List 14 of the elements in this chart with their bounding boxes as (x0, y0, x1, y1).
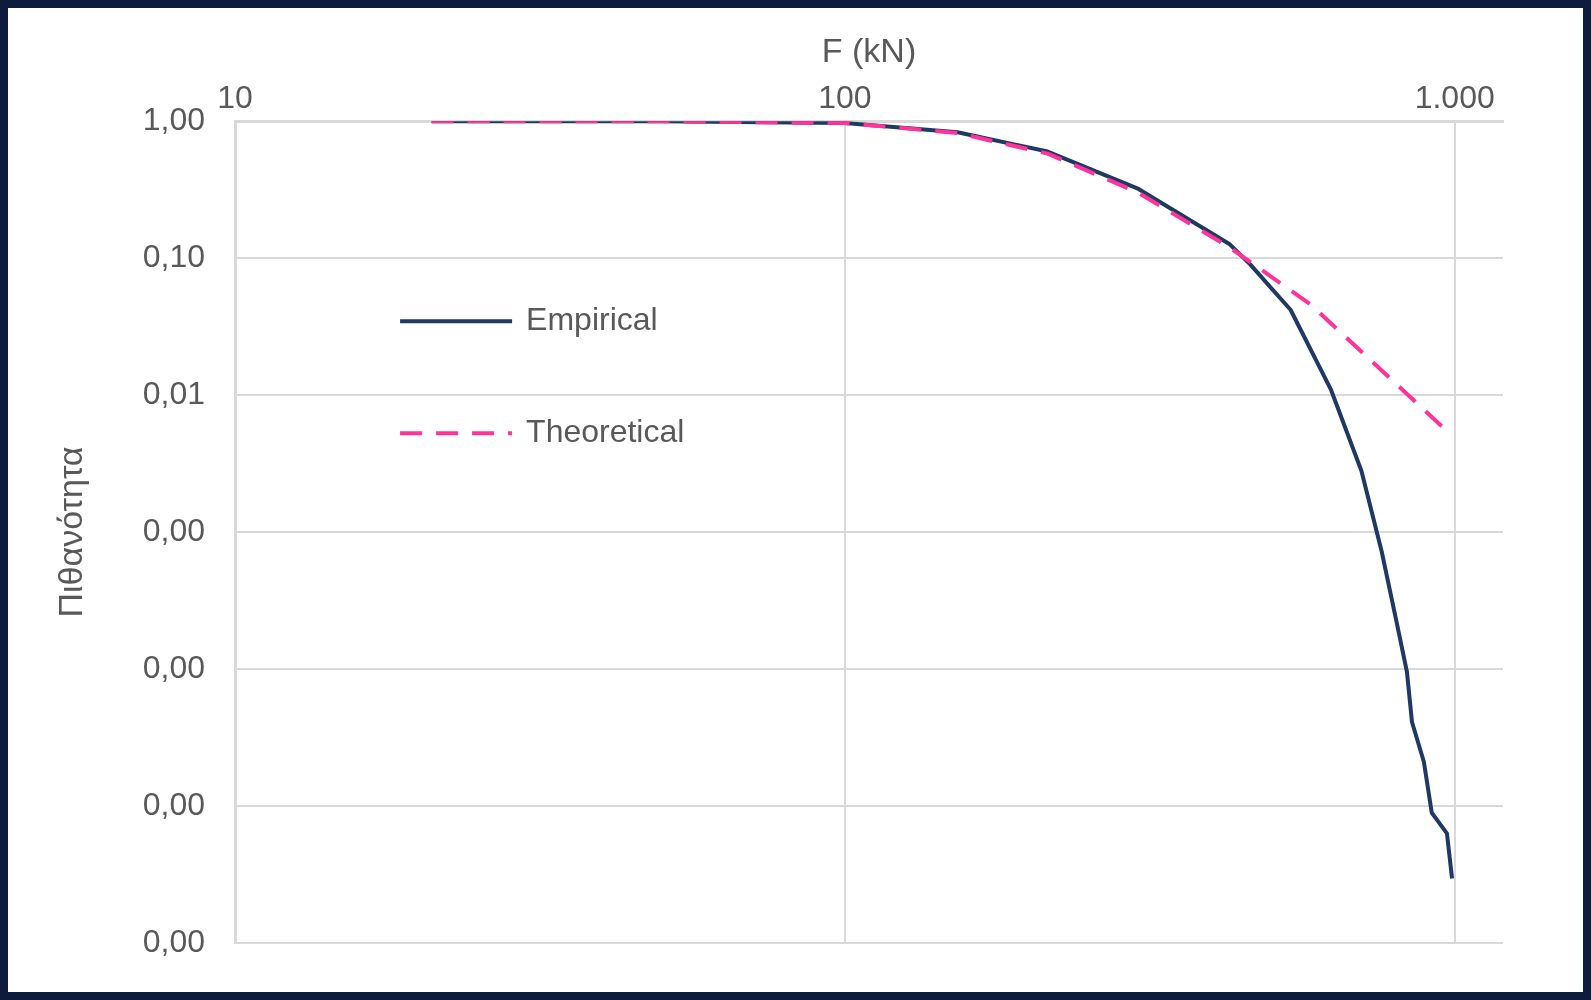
x-tick-label: 1.000 (1414, 78, 1495, 115)
y-tick-label: 0,00 (142, 922, 206, 959)
y-tick-label: 1,00 (142, 101, 206, 138)
y-axis-title: Πιθανότητα (50, 446, 89, 618)
y-tick-label: 0,00 (142, 511, 206, 548)
y-tick-label: 0,01 (142, 374, 206, 411)
y-tick-label: 0,10 (142, 237, 206, 274)
legend-label: Theoretical (526, 413, 685, 450)
legend-label: Empirical (526, 301, 658, 338)
x-axis-title: F (kN) (821, 30, 917, 69)
x-tick-label: 100 (818, 78, 872, 115)
y-tick-label: 0,00 (142, 785, 206, 822)
x-tick-label: 10 (217, 78, 253, 115)
y-tick-label: 0,00 (142, 648, 206, 685)
